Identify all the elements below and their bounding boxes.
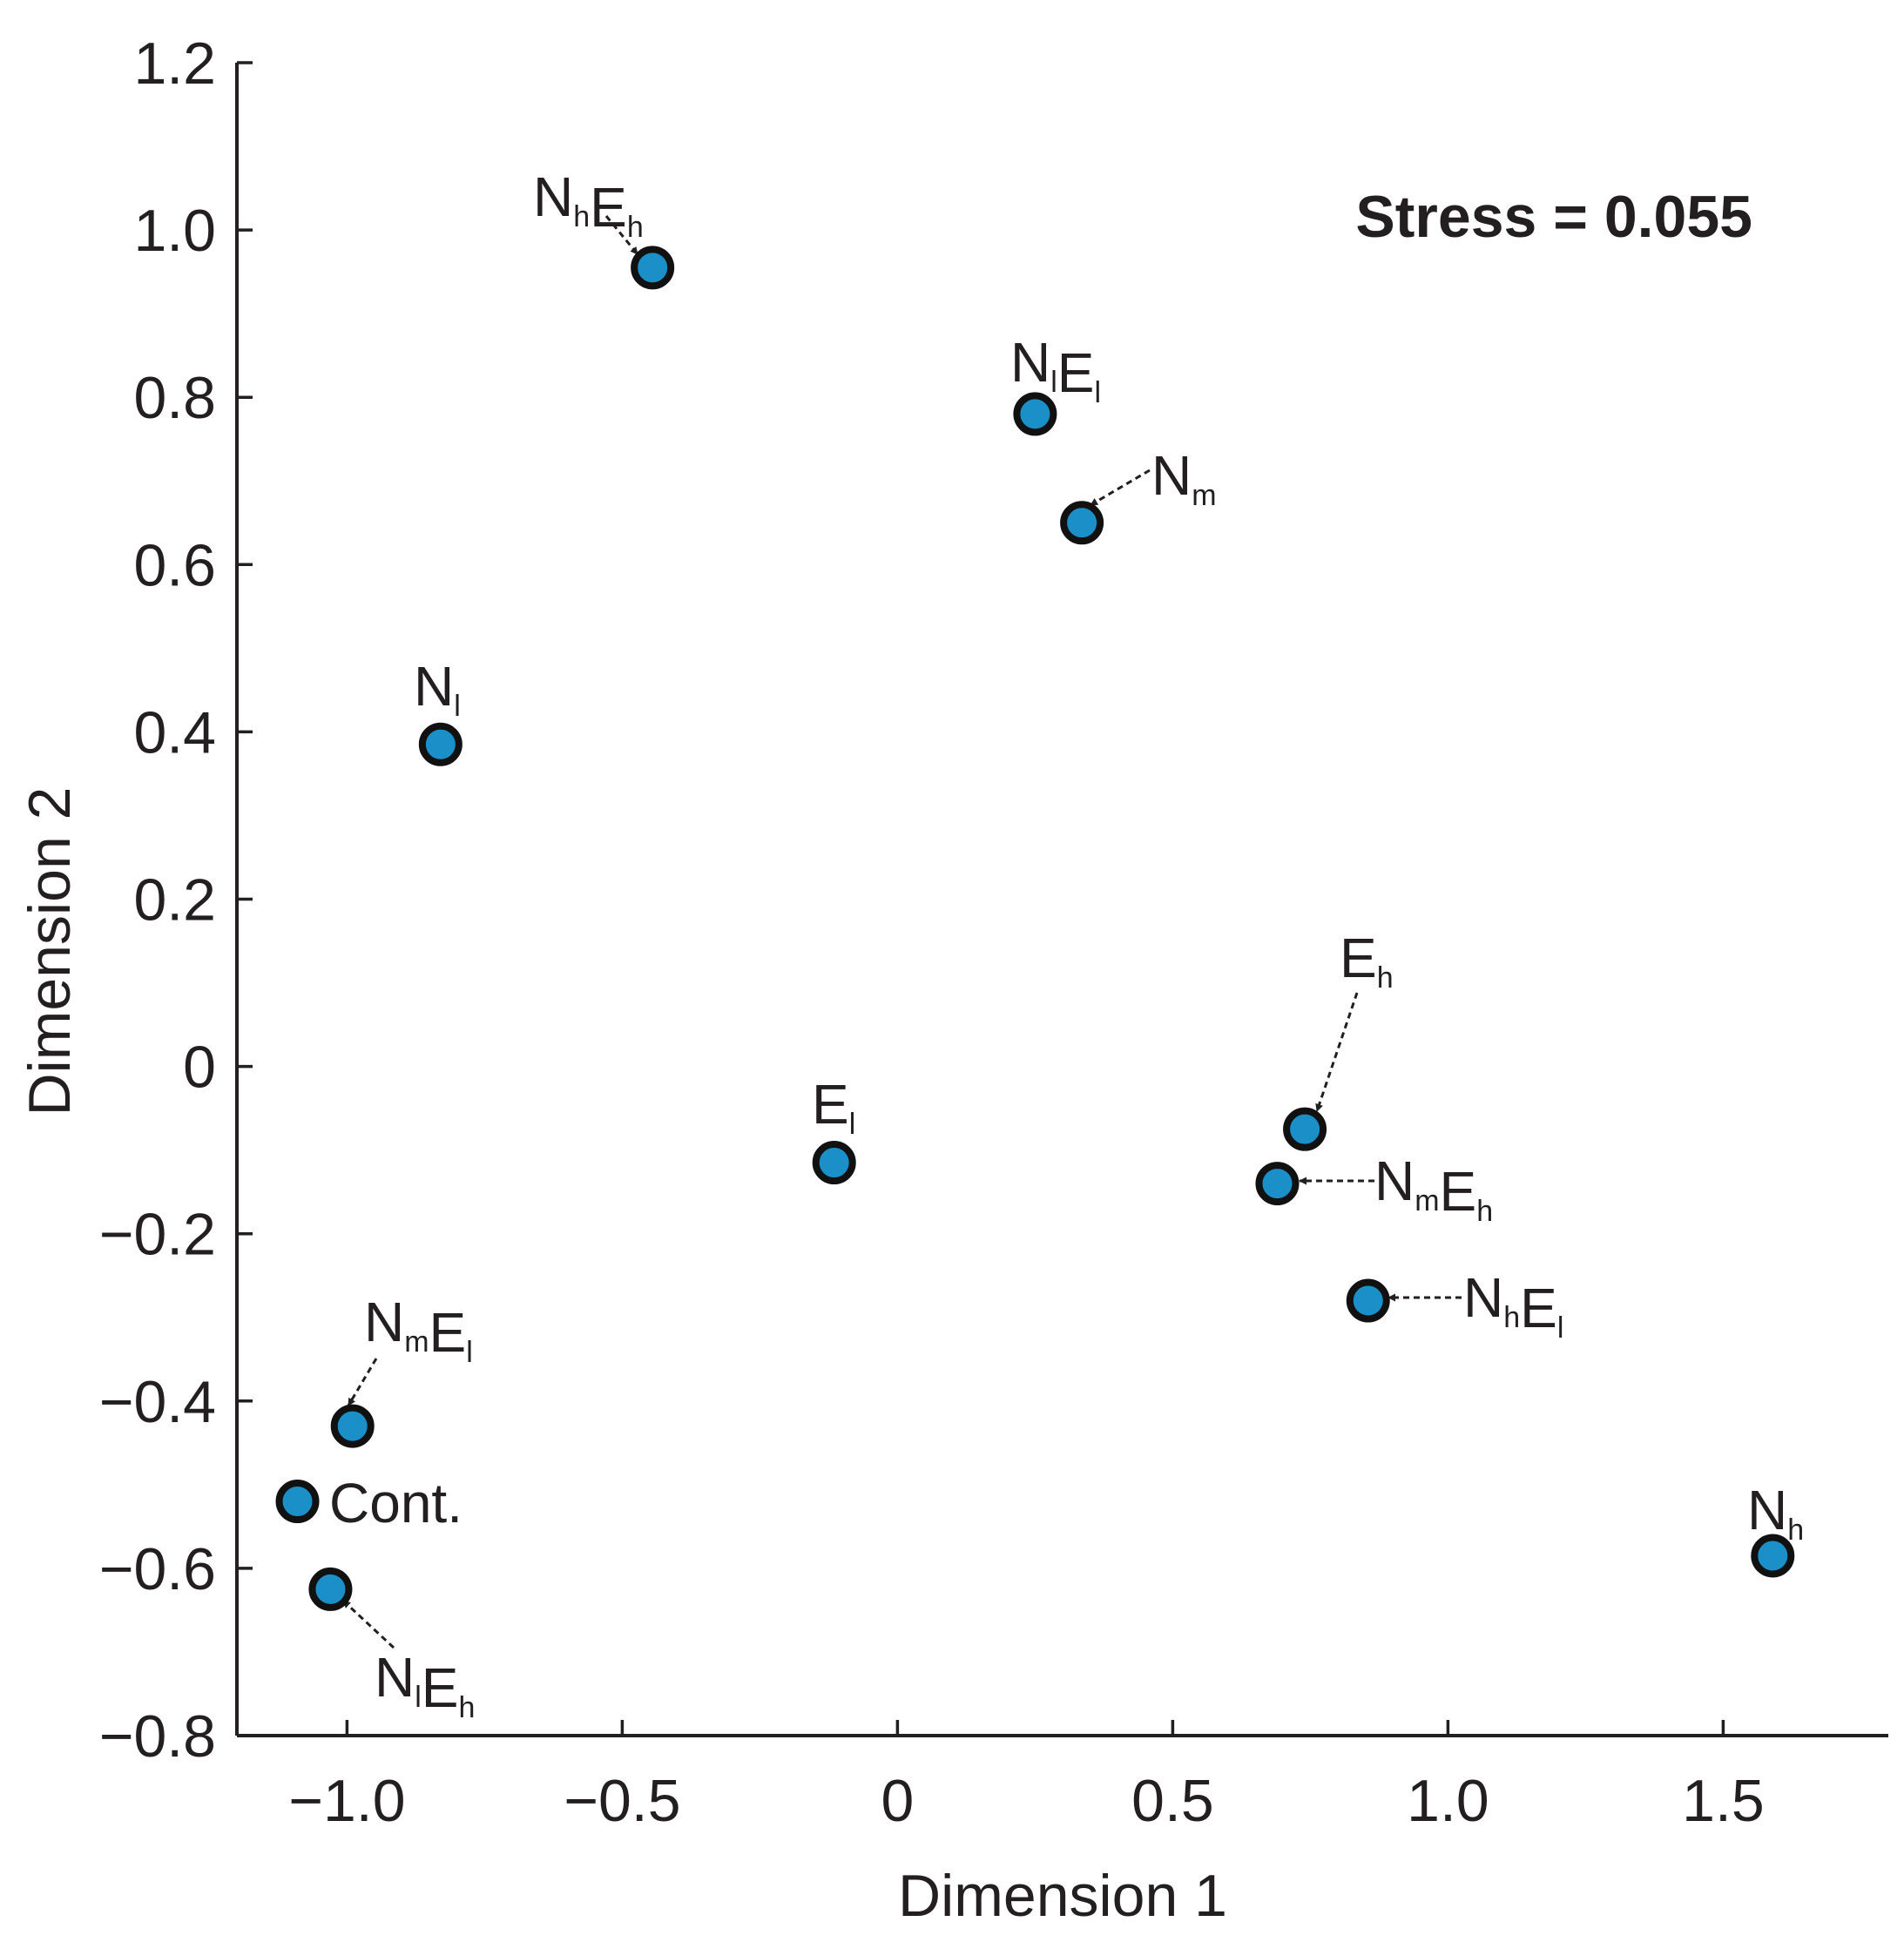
data-point-Cont [275, 1480, 320, 1524]
data-points [275, 246, 1795, 1611]
point-label-NlEl: NlEl [1010, 331, 1101, 409]
axes: −1.0 −0.5 0 0.5 1.0 1.5 1.2 1.0 0.8 0.6 0.4 0.2 0 −0… [99, 30, 1888, 1834]
data-point-Nm [1060, 501, 1104, 545]
data-point-NhEl [1346, 1278, 1390, 1323]
data-point-Nl [418, 722, 462, 766]
y-tick-label-3: 0.6 [133, 532, 216, 598]
leader-lines [341, 215, 1462, 1649]
y-tick-label-9: −0.6 [99, 1536, 216, 1602]
data-point-Nh [1751, 1534, 1795, 1578]
x-axis-title: Dimension 1 [898, 1863, 1227, 1929]
y-tick-label-1: 1.0 [133, 198, 216, 264]
leader-line-NhEh [604, 215, 639, 255]
x-tick-label-2: 0 [881, 1768, 914, 1834]
x-tick-label-3: 0.5 [1131, 1768, 1214, 1834]
y-tick-label-10: −0.8 [99, 1703, 216, 1770]
data-point-NhEh [631, 246, 675, 290]
data-point-El [812, 1141, 856, 1185]
y-tick-label-6: 0 [183, 1035, 216, 1101]
y-tick-label-0: 1.2 [133, 30, 216, 97]
data-point-NlEh [308, 1567, 353, 1611]
point-label-Nl: Nl [414, 655, 461, 723]
y-tick-label-2: 0.8 [133, 365, 216, 431]
x-tick-label-0: −1.0 [288, 1768, 405, 1834]
point-label-Nh: Nh [1747, 1479, 1804, 1547]
data-point-NlEl [1013, 392, 1057, 436]
leader-line-NlEh [341, 1599, 395, 1649]
point-label-NmEh: NmEh [1374, 1150, 1493, 1228]
point-label-NmEl: NmEl [364, 1291, 473, 1369]
leader-line-Eh [1315, 992, 1359, 1112]
x-tick-label-1: −0.5 [564, 1768, 680, 1834]
y-axis-title: Dimension 2 [17, 787, 83, 1116]
point-label-NhEh: NhEh [533, 165, 644, 244]
point-label-El: El [812, 1073, 855, 1141]
y-tick-label-7: −0.2 [99, 1202, 216, 1268]
data-point-Eh [1283, 1107, 1327, 1151]
x-tick-label-4: 1.0 [1407, 1768, 1489, 1834]
leader-line-Nm [1090, 469, 1151, 507]
point-label-Cont: Cont. [329, 1472, 462, 1534]
y-tick-label-5: 0.2 [133, 867, 216, 934]
x-ticks: −1.0 −0.5 0 0.5 1.0 1.5 [288, 1720, 1765, 1834]
leader-line-NmEl [347, 1358, 378, 1406]
data-point-NmEl [330, 1404, 375, 1448]
stress-annotation: Stress = 0.055 [1355, 184, 1752, 250]
y-ticks: 1.2 1.0 0.8 0.6 0.4 0.2 0 −0.2 −0.4 −0.6 −0.8 [99, 30, 253, 1770]
point-label-NlEh: NlEh [375, 1646, 475, 1724]
point-label-Eh: Eh [1340, 927, 1394, 995]
point-label-Nm: Nm [1151, 444, 1217, 512]
y-tick-label-4: 0.4 [133, 699, 216, 765]
x-tick-label-5: 1.5 [1682, 1768, 1765, 1834]
point-label-NhEl: NhEl [1463, 1266, 1563, 1345]
y-tick-label-8: −0.4 [99, 1369, 216, 1435]
data-point-NmEh [1255, 1162, 1300, 1206]
